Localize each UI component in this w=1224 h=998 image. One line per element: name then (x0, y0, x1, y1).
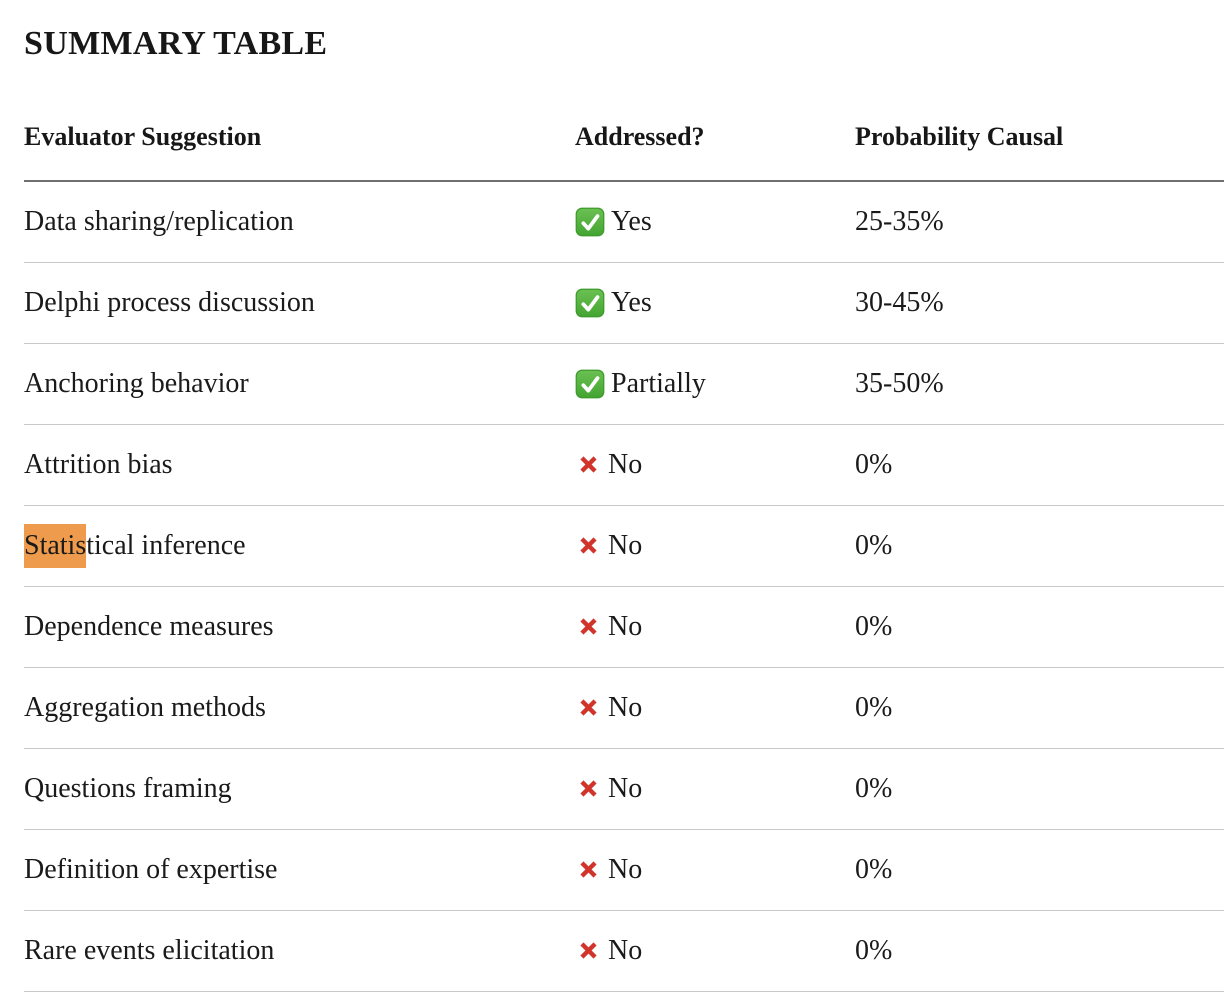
find-highlight: Statis (24, 523, 87, 568)
table-row: Delphi process discussion (24, 262, 1224, 344)
suggestion-label: Statistical inference (24, 523, 246, 568)
suggestion-label: Aggregation methods (24, 691, 266, 723)
suggestion-cell: Definition of expertise (24, 829, 575, 911)
addressed-label: No (608, 529, 643, 561)
page-title: SUMMARY TABLE (24, 25, 328, 62)
header-row: Evaluator Suggestion Addressed? Probabil… (24, 120, 1224, 182)
table-row: Questions framing No 0% (24, 748, 1224, 830)
status-wrap: No (575, 933, 855, 969)
addressed-cell: No (575, 748, 855, 830)
cross-red-icon (575, 613, 602, 640)
addressed-cell: Yes (575, 180, 855, 263)
suggestion-cell: Aggregation methods (24, 667, 575, 749)
probability-cell: 0% (855, 586, 1224, 668)
addressed-cell: No (575, 667, 855, 749)
suggestion-label: Data sharing/replication (24, 205, 294, 237)
check-green-icon (575, 369, 605, 399)
addressed-label: No (608, 934, 643, 966)
cross-red-icon (575, 856, 602, 883)
suggestion-label: Dependence measures (24, 610, 274, 642)
probability-cell: 30-45% (855, 262, 1224, 344)
addressed-label: No (608, 448, 643, 480)
suggestion-cell: Delphi process discussion (24, 262, 575, 344)
status-wrap: No (575, 771, 855, 807)
suggestion-cell: Attrition bias (24, 424, 575, 506)
addressed-cell: No (575, 586, 855, 668)
table-row: Rare events elicitation No 0% (24, 910, 1224, 992)
addressed-label: No (608, 772, 643, 804)
summary-page: SUMMARY TABLE Evaluator Suggestion Addre… (0, 24, 1224, 992)
column-header-evaluator-suggestion: Evaluator Suggestion (24, 120, 575, 182)
column-header-addressed: Addressed? (575, 120, 855, 182)
addressed-label: No (608, 691, 643, 723)
suggestion-label: Rare events elicitation (24, 934, 275, 966)
addressed-label: No (608, 853, 643, 885)
status-wrap: No (575, 528, 855, 564)
addressed-cell: No (575, 505, 855, 587)
table-row: Aggregation methods No 0% (24, 667, 1224, 749)
probability-cell: 0% (855, 667, 1224, 749)
column-header-probability-causal: Probability Causal (855, 120, 1224, 182)
suggestion-label: Attrition bias (24, 448, 173, 480)
cross-red-icon (575, 451, 602, 478)
probability-cell: 0% (855, 505, 1224, 587)
probability-cell: 0% (855, 748, 1224, 830)
addressed-label: Yes (611, 205, 652, 237)
probability-cell: 25-35% (855, 180, 1224, 263)
table-row: Dependence measures No 0% (24, 586, 1224, 668)
suggestion-cell: Rare events elicitation (24, 910, 575, 992)
addressed-cell: No (575, 829, 855, 911)
suggestion-cell: Questions framing (24, 748, 575, 830)
addressed-cell: Yes (575, 262, 855, 344)
addressed-cell: Partially (575, 343, 855, 425)
status-wrap: Yes (575, 285, 855, 321)
addressed-label: No (608, 610, 643, 642)
suggestion-label: Definition of expertise (24, 853, 278, 885)
cross-red-icon (575, 775, 602, 802)
table-row: Anchoring behavior (24, 343, 1224, 425)
status-wrap: Partially (575, 366, 855, 402)
suggestion-label: Questions framing (24, 772, 232, 804)
probability-cell: 0% (855, 910, 1224, 992)
table-row: Data sharing/replication (24, 180, 1224, 263)
check-green-icon (575, 288, 605, 318)
table-body: Data sharing/replication (24, 180, 1224, 992)
table-row: Definition of expertise No 0% (24, 829, 1224, 911)
suggestion-cell: Anchoring behavior (24, 343, 575, 425)
addressed-label: Yes (611, 286, 652, 318)
probability-cell: 35-50% (855, 343, 1224, 425)
addressed-label: Partially (611, 367, 706, 399)
cross-red-icon (575, 532, 602, 559)
status-wrap: No (575, 852, 855, 888)
probability-cell: 0% (855, 424, 1224, 506)
table-row: Statistical inference No 0% (24, 505, 1224, 587)
status-wrap: No (575, 447, 855, 483)
suggestion-label: Delphi process discussion (24, 286, 315, 318)
summary-table: Evaluator Suggestion Addressed? Probabil… (24, 120, 1224, 992)
suggestion-cell: Dependence measures (24, 586, 575, 668)
probability-cell: 0% (855, 829, 1224, 911)
suggestion-cell: Statistical inference (24, 505, 575, 587)
table-row: Attrition bias No 0% (24, 424, 1224, 506)
suggestion-label: Anchoring behavior (24, 367, 249, 399)
status-wrap: Yes (575, 204, 855, 240)
check-green-icon (575, 207, 605, 237)
cross-red-icon (575, 937, 602, 964)
addressed-cell: No (575, 424, 855, 506)
addressed-cell: No (575, 910, 855, 992)
cross-red-icon (575, 694, 602, 721)
status-wrap: No (575, 690, 855, 726)
suggestion-cell: Data sharing/replication (24, 180, 575, 263)
status-wrap: No (575, 609, 855, 645)
